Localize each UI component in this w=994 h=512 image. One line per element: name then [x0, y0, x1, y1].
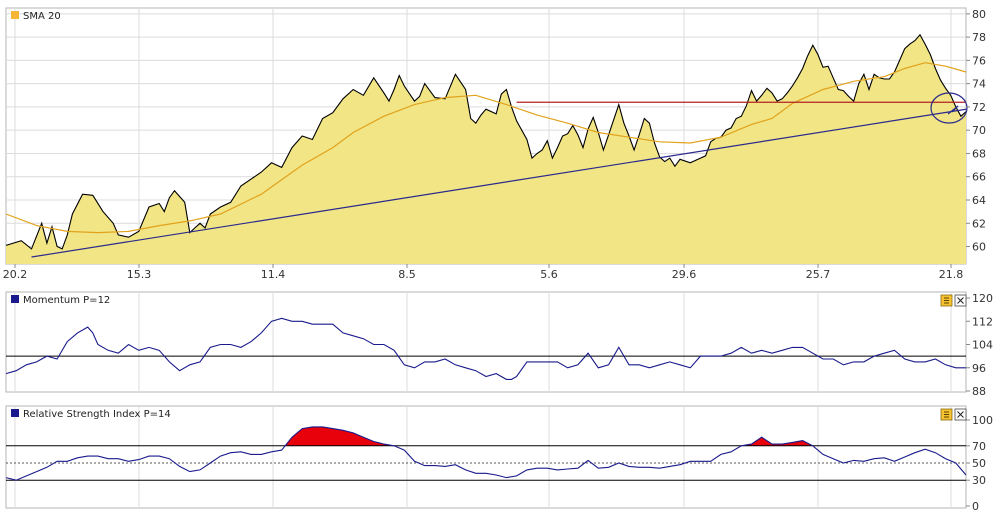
x-tick-label: 11.4 — [261, 268, 286, 281]
close-icon[interactable] — [954, 294, 967, 307]
momentum-y-axis: 88 96 104 112 120 — [966, 292, 993, 398]
x-tick-label: 29.6 — [672, 268, 697, 281]
y-tick-label: 64 — [972, 194, 986, 207]
close-icon[interactable] — [954, 408, 967, 421]
rsi-panel: 0 30 50 70 100 Relative Strength Index P=14 — [5, 405, 993, 512]
date-axis: 20.2 15.3 11.4 8.5 5.6 29.6 25.7 21.8 — [3, 264, 964, 281]
rsi-overbought-fill — [285, 426, 813, 446]
x-tick-label: 15.3 — [127, 268, 152, 281]
y-tick-label: 104 — [972, 339, 993, 352]
y-tick-label: 112 — [972, 315, 993, 328]
price-area — [6, 34, 966, 264]
price-line — [5, 33, 967, 250]
price-y-axis: 60 62 64 66 68 70 72 74 76 78 80 — [966, 8, 986, 254]
sma-legend-label: SMA 20 — [23, 11, 61, 22]
momentum-line — [5, 317, 966, 380]
support-trendline — [31, 108, 967, 258]
y-tick-label: 120 — [972, 292, 993, 305]
rsi-legend: Relative Strength Index P=14 — [11, 409, 171, 420]
rsi-reference-lines — [6, 445, 966, 481]
momentum-panel: 88 96 104 112 120 Momentum P=12 — [5, 291, 993, 398]
rsi-legend-label: Relative Strength Index P=14 — [23, 409, 171, 420]
x-tick-label: 21.8 — [939, 268, 964, 281]
y-tick-label: 30 — [972, 474, 986, 487]
y-tick-label: 66 — [972, 171, 986, 184]
price-legend: SMA 20 — [11, 11, 61, 22]
y-tick-label: 50 — [972, 457, 986, 470]
y-tick-label: 80 — [972, 8, 986, 21]
y-tick-label: 70 — [972, 440, 986, 453]
x-tick-label: 5.6 — [540, 268, 558, 281]
rsi-y-axis: 0 30 50 70 100 — [966, 414, 993, 512]
momentum-legend-label: Momentum P=12 — [23, 295, 110, 306]
momentum-legend: Momentum P=12 — [11, 295, 110, 306]
price-panel: 60 62 64 66 68 70 72 74 76 78 80 20.2 15.3 11.4 8.5 5.… — [3, 7, 986, 281]
last-price-marker — [930, 92, 968, 124]
rsi-legend-swatch — [11, 409, 19, 417]
y-tick-label: 0 — [972, 500, 979, 512]
rsi-line — [5, 426, 967, 481]
y-tick-label: 96 — [972, 362, 986, 375]
rsi-grid — [14, 406, 952, 508]
x-tick-label: 25.7 — [806, 268, 831, 281]
x-tick-label: 8.5 — [398, 268, 416, 281]
y-tick-label: 74 — [972, 78, 986, 91]
y-tick-label: 78 — [972, 31, 986, 44]
sma-line — [5, 62, 967, 234]
y-tick-label: 68 — [972, 148, 986, 161]
x-tick-label: 20.2 — [3, 268, 28, 281]
y-tick-label: 70 — [972, 124, 986, 137]
y-tick-label: 76 — [972, 54, 986, 67]
y-tick-label: 72 — [972, 101, 986, 114]
settings-icon[interactable] — [940, 408, 953, 421]
y-tick-label: 60 — [972, 241, 986, 254]
momentum-grid — [14, 292, 952, 392]
y-tick-label: 100 — [972, 414, 993, 427]
settings-icon[interactable] — [940, 294, 953, 307]
y-tick-label: 88 — [972, 385, 986, 398]
sma-legend-swatch — [11, 11, 19, 19]
y-tick-label: 62 — [972, 217, 986, 230]
momentum-legend-swatch — [11, 295, 19, 303]
